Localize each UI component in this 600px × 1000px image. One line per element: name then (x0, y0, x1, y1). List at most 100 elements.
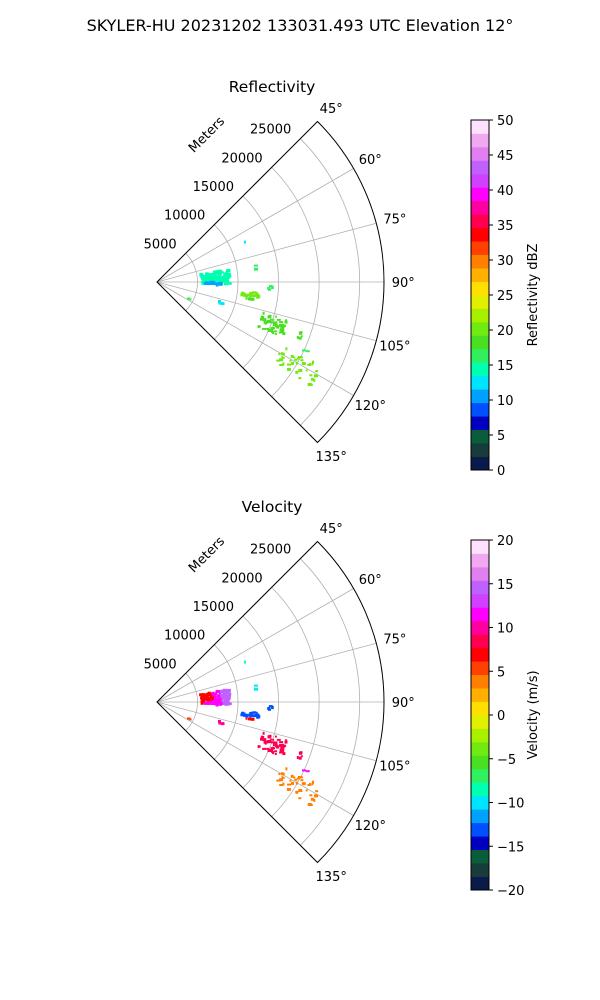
radar-gate (247, 717, 251, 721)
radar-gate (272, 738, 275, 741)
colorbar-swatch (471, 416, 489, 431)
radar-gate (205, 272, 209, 275)
radar-gate (311, 781, 314, 785)
radar-gate (214, 696, 217, 699)
reflectivity-panel: Reflectivity 45°60°75°90°105°120°135°500… (144, 78, 541, 479)
radar-gate (251, 295, 254, 298)
radar-gate (282, 752, 286, 756)
azimuth-gridline (156, 281, 377, 342)
radar-gate (245, 297, 248, 300)
colorbar-swatch (471, 241, 489, 256)
radar-gate (218, 697, 221, 701)
radar-gate (310, 797, 314, 801)
radar-gate (305, 369, 308, 372)
radar-gate (298, 789, 303, 792)
radar-gate (271, 751, 275, 753)
radar-gate (250, 717, 255, 721)
radar-gate (279, 364, 284, 366)
radar-gate (256, 715, 261, 719)
radar-gate (270, 747, 273, 751)
radar-gate (227, 282, 232, 285)
radar-gate (218, 721, 221, 725)
radar-gate (223, 282, 228, 286)
radar-gate (247, 297, 251, 301)
radar-gate (313, 798, 316, 802)
colorbar-tick-label: 35 (497, 219, 514, 234)
radar-gate (217, 694, 220, 697)
colorbar-label: Velocity (m/s) (526, 670, 541, 759)
radar-gate (201, 277, 205, 280)
radar-gate (228, 694, 232, 697)
radar-gate (301, 362, 306, 366)
radar-gate (222, 691, 226, 695)
radar-gate (271, 321, 274, 324)
colorbar-swatch (471, 580, 489, 595)
radar-gate (305, 350, 310, 353)
azimuth-gridline (156, 701, 377, 762)
radar-gate (311, 363, 314, 366)
radar-gate (257, 714, 260, 717)
radar-gate (300, 335, 303, 338)
radar-gate (255, 294, 258, 298)
radar-gate (222, 276, 225, 280)
radar-gate (279, 784, 284, 786)
colorbar-tick-label: −15 (497, 840, 524, 855)
radar-gate (262, 311, 265, 315)
radar-gate (290, 774, 294, 778)
radar-gate (211, 694, 216, 697)
radar-gate (298, 336, 302, 340)
radar-gate (302, 349, 306, 352)
azimuth-gridline (156, 642, 377, 703)
azimuth-tick-label: 75° (383, 632, 406, 647)
radar-gate (202, 279, 205, 283)
colorbar-tick-label: 15 (497, 578, 514, 593)
radar-gate (202, 282, 205, 285)
radar-gate (307, 364, 310, 366)
radar-gate (205, 701, 210, 704)
colorbar-swatch (471, 295, 489, 309)
radar-gate (264, 322, 267, 325)
colorbar-swatch (471, 456, 489, 471)
radar-gate (293, 776, 296, 779)
range-tick-label: 10000 (164, 209, 205, 224)
colorbar-tick-label: −5 (497, 753, 516, 768)
radar-gate (278, 353, 281, 355)
radar-gate (219, 701, 222, 704)
radar-gate (215, 702, 218, 705)
colorbar-swatch (471, 375, 489, 390)
radar-gate (282, 324, 286, 328)
radar-gate (215, 282, 218, 285)
radar-gate (245, 715, 248, 718)
radar-gate (251, 711, 254, 715)
azimuth-tick-label: 135° (316, 450, 347, 465)
azimuth-tick-label: 75° (383, 212, 406, 227)
radar-gate (263, 320, 268, 324)
colorbar-swatch (471, 566, 489, 581)
radar-gate (227, 691, 230, 695)
radar-gate (187, 717, 191, 720)
radar-gate (258, 325, 261, 328)
radar-gate (290, 354, 294, 358)
colorbar-swatch (471, 876, 489, 891)
radar-gate (309, 374, 313, 377)
radar-gate (280, 751, 284, 754)
radar-gate (272, 743, 275, 746)
radar-gate (272, 323, 275, 326)
radar-gate (213, 273, 217, 277)
radar-gate (257, 745, 260, 749)
colorbar-swatch (471, 768, 489, 783)
radar-gate (291, 781, 294, 785)
radar-gate (224, 698, 227, 702)
radar-gate (299, 776, 303, 779)
radar-gate (281, 749, 285, 753)
radar-gate (217, 269, 222, 273)
colorbar-tick-label: 30 (497, 254, 514, 269)
sector-outline (156, 120, 385, 444)
colorbar-swatch (471, 268, 489, 282)
radar-gate (315, 790, 319, 793)
radar-gate (261, 736, 265, 738)
radar-gate (203, 275, 208, 278)
radar-gate (217, 272, 222, 276)
radar-gate (276, 359, 281, 362)
radar-gate (219, 702, 223, 706)
